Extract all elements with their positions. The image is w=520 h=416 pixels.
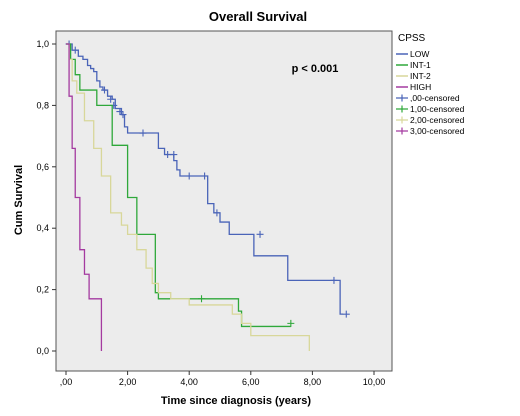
x-axis: ,00 2,00 4,00 6,00 8,00 10,00 — [60, 371, 386, 387]
censor-mark — [342, 310, 350, 318]
series-line-int-1 — [66, 43, 291, 328]
legend-label: 1,00-censored — [410, 104, 465, 114]
censor-mark — [101, 86, 108, 94]
y-tick-label: 0,4 — [36, 223, 49, 233]
y-axis-label: Cum Survival — [13, 165, 25, 235]
legend-label: INT-1 — [410, 60, 431, 70]
censor-mark — [107, 95, 115, 103]
y-axis: 0,0 0,2 0,4 0,6 0,8 1,0 — [36, 39, 56, 356]
legend: CPSS LOWINT-1INT-2HIGH,00-censored1,00-c… — [396, 33, 465, 136]
series-line-int-2 — [66, 43, 310, 351]
series-line-low — [66, 43, 344, 315]
censor-mark — [201, 172, 209, 180]
legend-label: HIGH — [410, 82, 431, 92]
censor-mark — [119, 111, 127, 119]
censor-mark — [198, 295, 206, 303]
legend-label: INT-2 — [410, 71, 431, 81]
legend-label: LOW — [410, 49, 429, 59]
censor-mark — [185, 172, 193, 180]
y-tick-label: 0,2 — [36, 285, 49, 295]
censor-mark — [213, 209, 221, 217]
series-line-high — [66, 43, 103, 351]
x-tick-label: 8,00 — [304, 377, 322, 387]
legend-swatch-plus — [396, 94, 408, 102]
y-tick-label: 0,8 — [36, 100, 49, 110]
y-tick-label: 1,0 — [36, 39, 49, 49]
legend-label: ,00-censored — [410, 93, 460, 103]
legend-swatch-plus — [396, 105, 408, 113]
legend-title: CPSS — [398, 33, 426, 44]
y-tick-label: 0,6 — [36, 162, 49, 172]
p-value-annotation: p < 0.001 — [292, 63, 339, 75]
legend-label: 2,00-censored — [410, 115, 465, 125]
x-tick-label: 2,00 — [119, 377, 137, 387]
censor-mark — [139, 129, 147, 137]
censor-mark — [116, 108, 124, 116]
censor-mark — [256, 230, 264, 238]
plot-area — [55, 30, 393, 372]
x-tick-label: 6,00 — [242, 377, 260, 387]
censor-mark — [164, 151, 172, 159]
x-tick-label: 4,00 — [180, 377, 198, 387]
y-tick-label: 0,0 — [36, 346, 49, 356]
censor-mark — [170, 151, 178, 159]
x-tick-label: 10,00 — [363, 377, 386, 387]
legend-swatch-plus — [396, 127, 408, 135]
x-tick-label: ,00 — [60, 377, 73, 387]
legend-swatch-plus — [396, 116, 408, 124]
chart-title: Overall Survival — [209, 9, 307, 24]
x-axis-label: Time since diagnosis (years) — [161, 395, 312, 407]
censor-mark — [330, 276, 338, 284]
censor-mark — [71, 46, 79, 54]
survival-curves — [65, 40, 350, 351]
censor-mark — [287, 319, 295, 327]
legend-label: 3,00-censored — [410, 126, 465, 136]
